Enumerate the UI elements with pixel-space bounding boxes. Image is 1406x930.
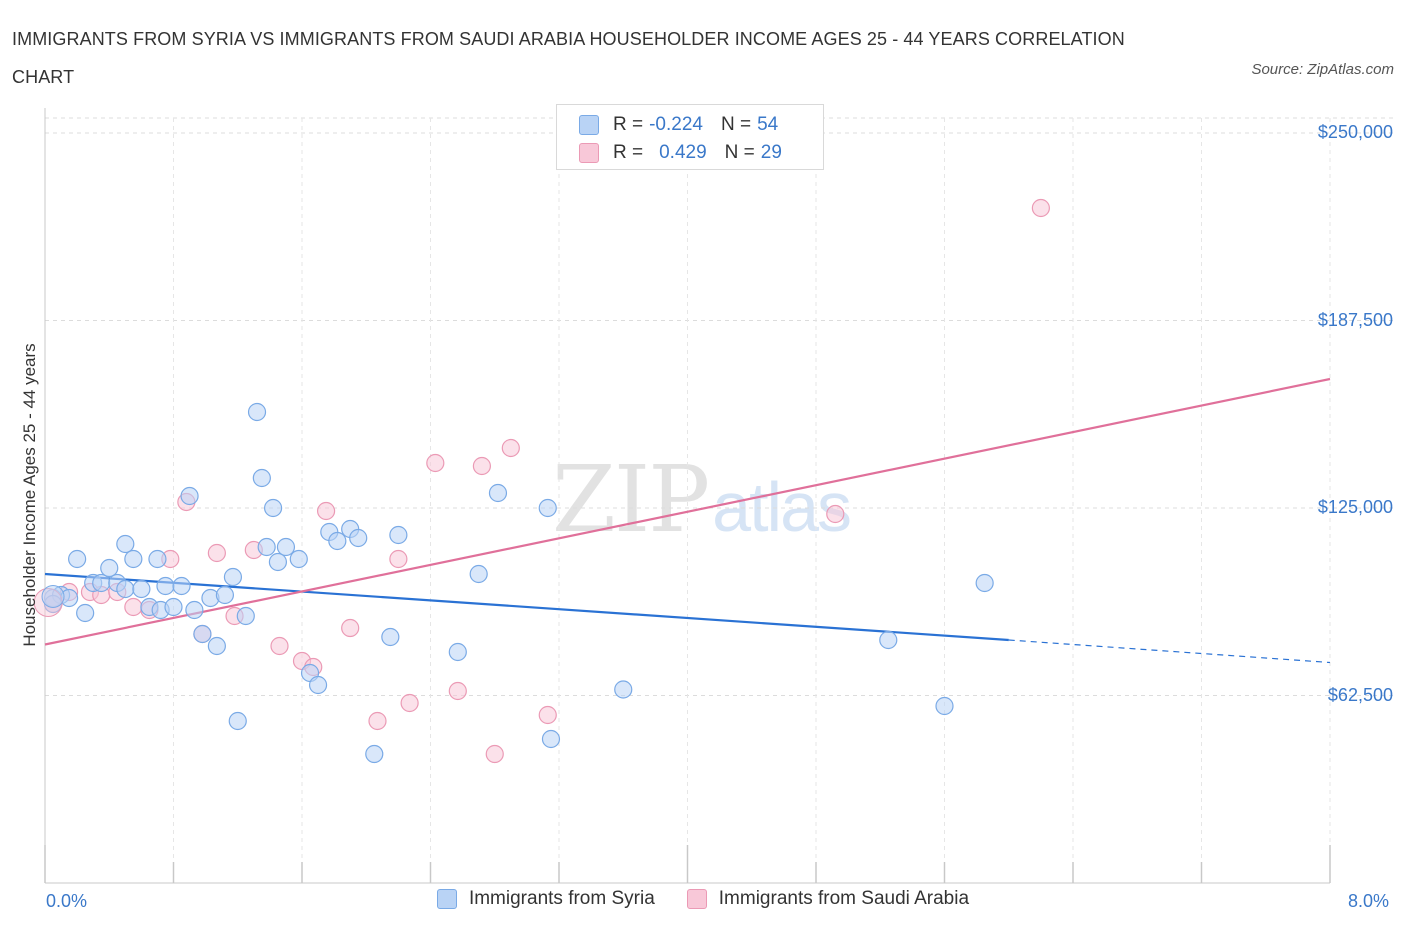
- syria-point: [975, 573, 994, 593]
- syria-point: [116, 534, 135, 554]
- saudi-point: [389, 549, 408, 569]
- legend-n-label: N =: [724, 142, 755, 163]
- syria-point: [252, 468, 271, 488]
- syria-trend-line: [44, 572, 1009, 642]
- saudi-point: [316, 501, 336, 521]
- legend-n-value-syria: 54: [757, 114, 779, 135]
- syria-point: [148, 549, 167, 569]
- saudi-point: [1031, 198, 1050, 218]
- syria-point: [92, 573, 111, 593]
- legend-item-syria[interactable]: Immigrants from Syria: [436, 888, 655, 910]
- series-legend: Immigrants from Syria Immigrants from Sa…: [0, 888, 1406, 910]
- syria-point: [257, 537, 276, 557]
- legend-swatch-saudi: [579, 143, 599, 163]
- saudi-point: [485, 744, 504, 764]
- legend-swatch-syria: [436, 889, 457, 909]
- syria-point: [263, 498, 283, 518]
- syria-point: [215, 585, 234, 605]
- syria-point: [236, 606, 255, 626]
- syria-point: [276, 537, 296, 557]
- legend-n-value-saudi: 29: [760, 142, 782, 163]
- y-tick-label: $250,000: [1317, 122, 1393, 142]
- y-tick-label: $62,500: [1327, 684, 1393, 705]
- legend-swatch-saudi: [686, 889, 707, 909]
- syria-point: [223, 567, 243, 587]
- syria-point: [172, 576, 191, 596]
- saudi-point: [448, 681, 467, 701]
- syria-point: [116, 579, 135, 599]
- syria-point: [538, 498, 557, 518]
- syria-point: [185, 600, 204, 620]
- syria-point: [124, 549, 143, 569]
- syria-point: [68, 549, 87, 569]
- syria-point: [308, 675, 328, 695]
- syria-point: [193, 624, 212, 644]
- legend-label-saudi: Immigrants from Saudi Arabia: [718, 888, 970, 909]
- source-label: Source: ZipAtlas.com: [1251, 61, 1394, 78]
- saudi-point: [207, 543, 226, 563]
- syria-point: [207, 636, 226, 656]
- legend-label-syria: Immigrants from Syria: [468, 888, 655, 909]
- syria-point: [289, 549, 308, 569]
- legend-r-value-syria: -0.224: [649, 114, 703, 135]
- syria-point: [541, 729, 561, 749]
- saudi-point: [341, 618, 360, 638]
- legend-row-syria: R = -0.224 N = 54: [579, 111, 778, 139]
- saudi-point: [501, 438, 520, 458]
- syria-point: [180, 486, 199, 506]
- syria-trend-extension: [1008, 639, 1331, 664]
- syria-point: [381, 627, 400, 647]
- syria-point: [469, 564, 488, 584]
- legend-n-label: N =: [720, 114, 752, 135]
- y-tick-label: $125,000: [1317, 497, 1393, 517]
- syria-point: [328, 531, 347, 551]
- trend-lines: [44, 377, 1331, 664]
- correlation-legend: R = -0.224 N = 54 R = 0.429 N = 29: [556, 104, 824, 170]
- saudi-trend-line: [44, 377, 1331, 646]
- syria-point: [349, 528, 368, 548]
- syria-point: [132, 579, 151, 599]
- chart-title: IMMIGRANTS FROM SYRIA VS IMMIGRANTS FROM…: [12, 29, 1125, 87]
- legend-swatch-syria: [579, 115, 599, 135]
- y-tick-label: $187,500: [1317, 309, 1393, 330]
- saudi-point: [400, 693, 419, 713]
- legend-r-value-saudi: 0.429: [659, 142, 707, 163]
- saudi-point: [368, 711, 387, 731]
- syria-point: [389, 525, 408, 545]
- legend-item-saudi[interactable]: Immigrants from Saudi Arabia: [686, 888, 970, 910]
- syria-point: [935, 696, 954, 716]
- syria-point: [365, 744, 384, 764]
- syria-point: [614, 680, 633, 699]
- gridlines: [45, 117, 1395, 883]
- syria-point: [268, 552, 288, 572]
- legend-r-label: R =: [613, 114, 644, 135]
- data-points: [33, 198, 1050, 764]
- syria-cluster-point: [41, 585, 65, 608]
- saudi-point: [270, 636, 289, 656]
- syria-point: [100, 558, 119, 578]
- saudi-point: [426, 453, 445, 473]
- saudi-point: [472, 456, 491, 476]
- x-tick-label-min: 0.0%: [46, 891, 88, 911]
- legend-r-label: R =: [613, 142, 644, 163]
- legend-row-saudi: R = 0.429 N = 29: [579, 139, 782, 167]
- saudi-point: [826, 504, 845, 524]
- syria-point: [76, 603, 95, 623]
- syria-point: [156, 576, 175, 596]
- syria-point: [448, 642, 467, 662]
- syria-point: [879, 630, 898, 650]
- x-tick-label-max: 8.0%: [1348, 891, 1390, 911]
- syria-point: [164, 597, 183, 617]
- watermark-atlas: atlas: [712, 468, 852, 546]
- syria-point: [247, 402, 267, 422]
- y-axis-label: Householder Income Ages 25 - 44 years: [20, 343, 39, 647]
- syria-point: [228, 711, 247, 731]
- saudi-point: [538, 705, 557, 725]
- axes: [44, 108, 1331, 884]
- syria-point: [488, 483, 508, 503]
- saudi-point: [124, 597, 143, 617]
